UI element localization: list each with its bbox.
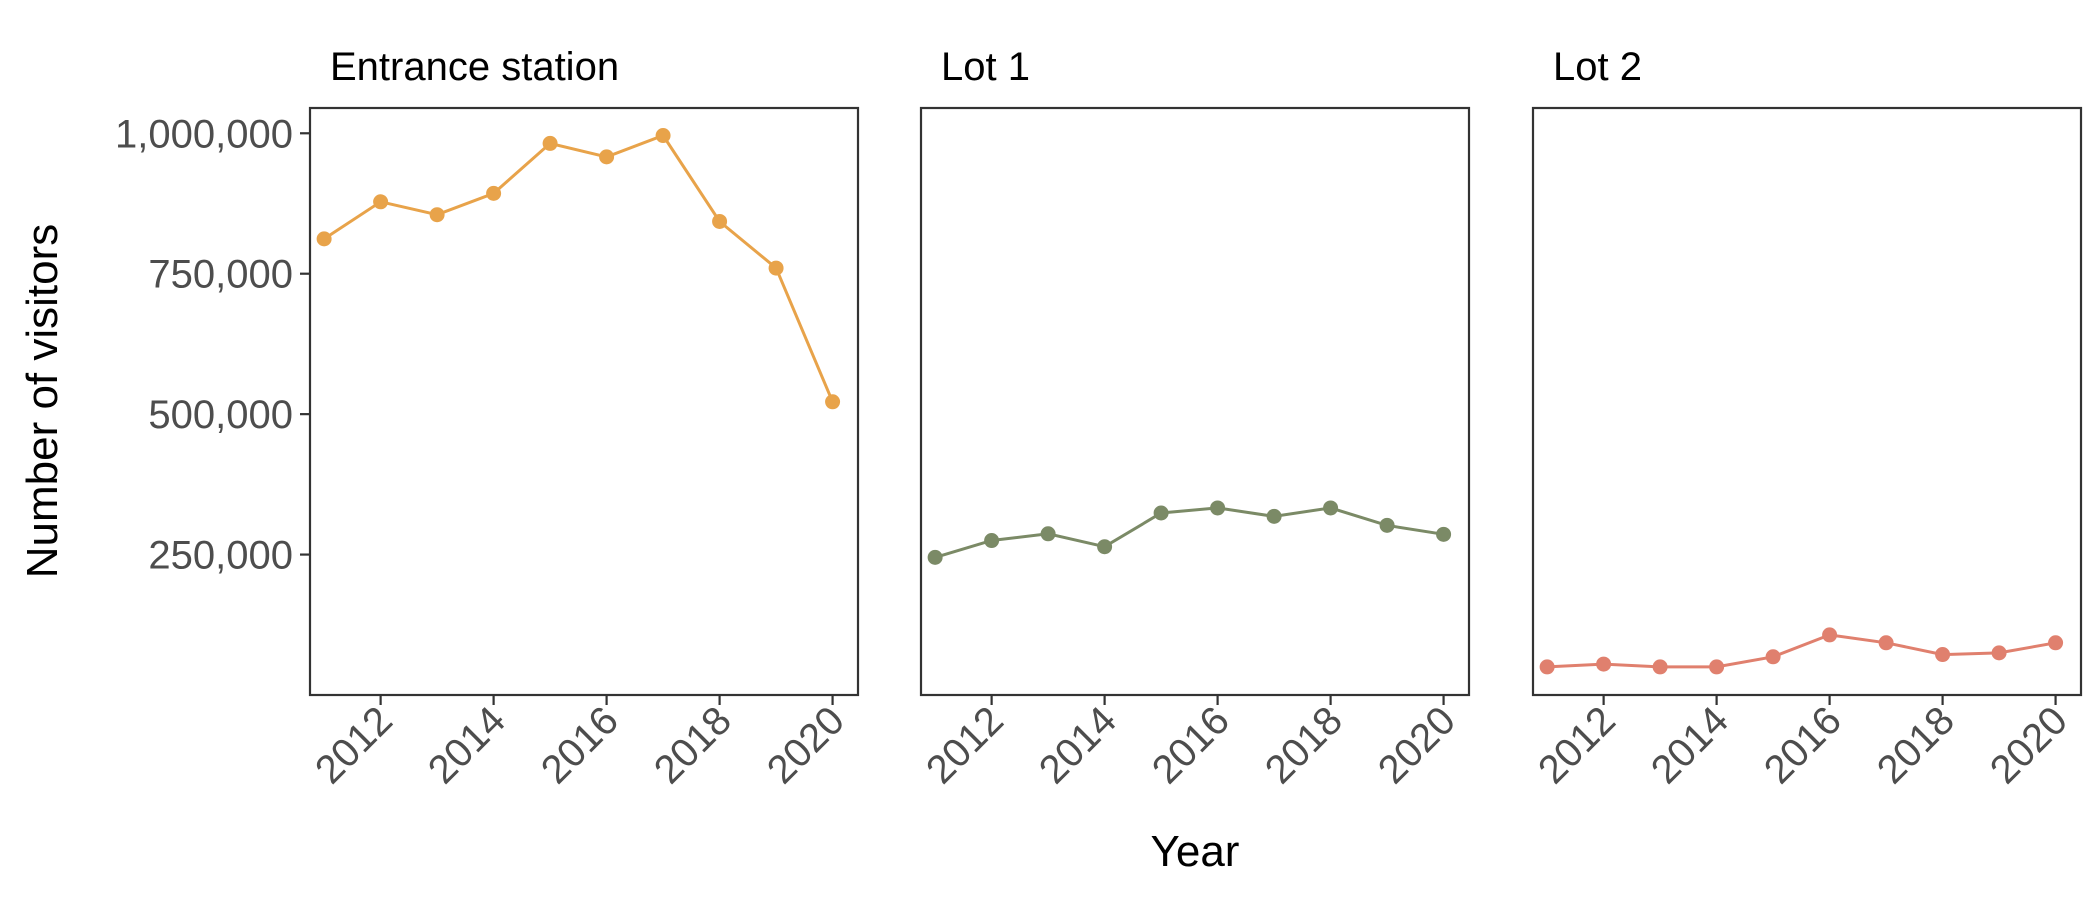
x-tick-label: 2020 (1982, 698, 2076, 792)
x-tick-label: 2016 (1756, 698, 1850, 792)
panel-title: Lot 2 (1553, 45, 1642, 89)
y-axis-title: Number of visitors (18, 224, 67, 579)
data-point (1822, 627, 1838, 643)
panel-frame (1531, 106, 2083, 697)
data-point (486, 185, 502, 201)
series-line (934, 506, 1444, 559)
data-point (1210, 500, 1226, 516)
data-point (1991, 645, 2007, 661)
data-point (825, 394, 841, 410)
data-point (599, 149, 615, 165)
x-tick-label: 2012 (307, 698, 401, 792)
data-point (1436, 526, 1452, 542)
x-axis-title: Year (1151, 827, 1240, 876)
data-point (373, 194, 389, 210)
data-point (1878, 635, 1894, 651)
panel-frame (919, 106, 1471, 697)
data-point (712, 213, 728, 229)
x-tick-label: 2018 (1257, 698, 1351, 792)
data-point (1935, 647, 1951, 663)
panel-title: Entrance station (330, 45, 619, 89)
x-tick-label: 2016 (533, 698, 627, 792)
data-point (1379, 517, 1395, 533)
data-point (655, 128, 671, 144)
data-point (1709, 659, 1725, 675)
data-point (1596, 656, 1612, 672)
data-point (1652, 659, 1668, 675)
x-tick-label: 2014 (1031, 698, 1125, 792)
x-tick-label: 2020 (1370, 698, 1464, 792)
y-tick-label: 750,000 (148, 253, 293, 297)
data-point (768, 260, 784, 276)
data-point (1266, 508, 1282, 524)
data-point (1153, 505, 1169, 521)
series-line (1547, 633, 2056, 669)
data-point (984, 533, 1000, 549)
x-tick-label: 2014 (1643, 698, 1737, 792)
data-point (1323, 500, 1339, 516)
series-line (323, 133, 834, 403)
data-point (1040, 526, 1056, 542)
y-tick-label: 250,000 (148, 534, 293, 578)
data-point (927, 549, 943, 565)
data-point (316, 231, 332, 247)
data-point (2048, 635, 2064, 651)
data-point (1765, 649, 1781, 665)
x-tick-label: 2018 (1869, 698, 1963, 792)
y-tick-label: 500,000 (148, 393, 293, 437)
x-tick-label: 2018 (646, 698, 740, 792)
data-point (1097, 539, 1113, 555)
panel-frame (308, 106, 860, 697)
x-tick-label: 2020 (759, 698, 853, 792)
data-point (1539, 659, 1555, 675)
y-tick-label: 1,000,000 (115, 112, 293, 156)
panel-title: Lot 1 (941, 45, 1030, 89)
x-tick-label: 2012 (918, 698, 1012, 792)
data-point (542, 135, 558, 151)
data-point (429, 207, 445, 223)
x-tick-label: 2016 (1144, 698, 1238, 792)
x-tick-label: 2012 (1530, 698, 1624, 792)
x-tick-label: 2014 (420, 698, 514, 792)
